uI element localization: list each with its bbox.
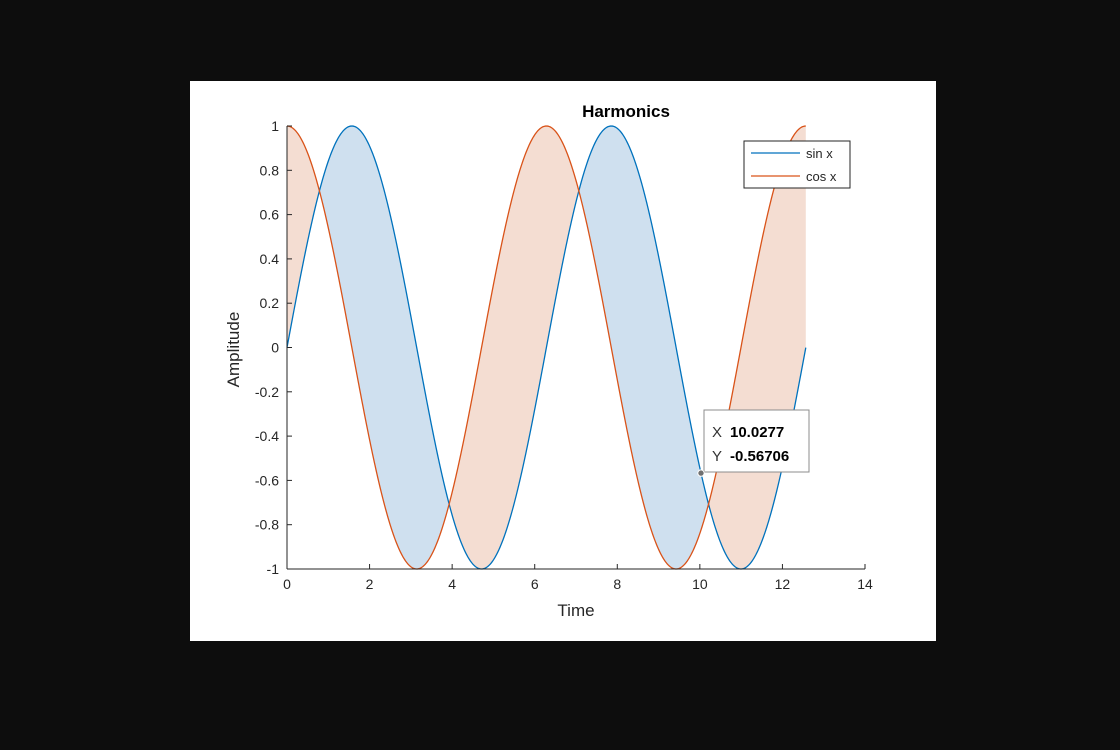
series-line-sin xyxy=(286,125,807,570)
legend[interactable]: sin x cos x xyxy=(743,140,851,189)
y-tick-label: 1 xyxy=(271,118,279,134)
chart: 0 2 4 6 8 10 12 14 -1 -0.8 -0.6 -0.4 -0.2 0 0.2 0.4 0.6 0… xyxy=(224,102,873,620)
x-tick-label: 14 xyxy=(857,576,873,592)
x-tick-label: 10 xyxy=(692,576,708,592)
fill-region-cos xyxy=(708,126,806,569)
fill-region-cos xyxy=(449,126,579,569)
y-tick-label: 0 xyxy=(271,340,279,356)
legend-box xyxy=(743,140,851,189)
y-tick-label: 0.2 xyxy=(260,295,280,311)
y-axis-label: Amplitude xyxy=(224,312,243,388)
x-tick-label: 12 xyxy=(775,576,791,592)
datatip-x-key: X xyxy=(712,424,722,441)
x-tick-label: 0 xyxy=(283,576,291,592)
datatip-x-value: 10.0277 xyxy=(730,424,784,441)
y-tick-label: 0.6 xyxy=(260,207,280,223)
datatip-marker xyxy=(697,469,705,477)
legend-label-cos: cos x xyxy=(806,169,837,184)
x-tick-label: 4 xyxy=(448,576,456,592)
y-tick-label: -0.2 xyxy=(255,384,279,400)
datatip-y-value: -0.56706 xyxy=(730,448,789,465)
y-tick-label: 0.4 xyxy=(260,251,280,267)
axes: 0 2 4 6 8 10 12 14 -1 -0.8 -0.6 -0.4 -0.2 0 0.2 0.4 0.6 0… xyxy=(255,118,873,592)
datatip[interactable]: X 10.0277 Y -0.56706 xyxy=(697,409,810,477)
x-tick-label: 2 xyxy=(366,576,374,592)
fill-region-sin xyxy=(319,126,450,569)
x-tick-label: 8 xyxy=(613,576,621,592)
fill-region-cos xyxy=(287,126,320,348)
x-axis-label: Time xyxy=(557,601,594,620)
fill-region-sin xyxy=(578,126,709,569)
legend-label-sin: sin x xyxy=(806,146,833,161)
y-tick-label: 0.8 xyxy=(260,162,280,178)
datatip-y-key: Y xyxy=(712,448,722,465)
y-tick-label: -0.6 xyxy=(255,472,279,488)
y-tick-label: -0.8 xyxy=(255,517,279,533)
y-tick-label: -0.4 xyxy=(255,428,279,444)
datatip-box xyxy=(703,409,810,473)
y-tick-label: -1 xyxy=(267,561,280,577)
x-tick-label: 6 xyxy=(531,576,539,592)
chart-title: Harmonics xyxy=(582,102,670,121)
figure: 0 2 4 6 8 10 12 14 -1 -0.8 -0.6 -0.4 -0.2 0 0.2 0.4 0.6 0… xyxy=(190,81,936,641)
